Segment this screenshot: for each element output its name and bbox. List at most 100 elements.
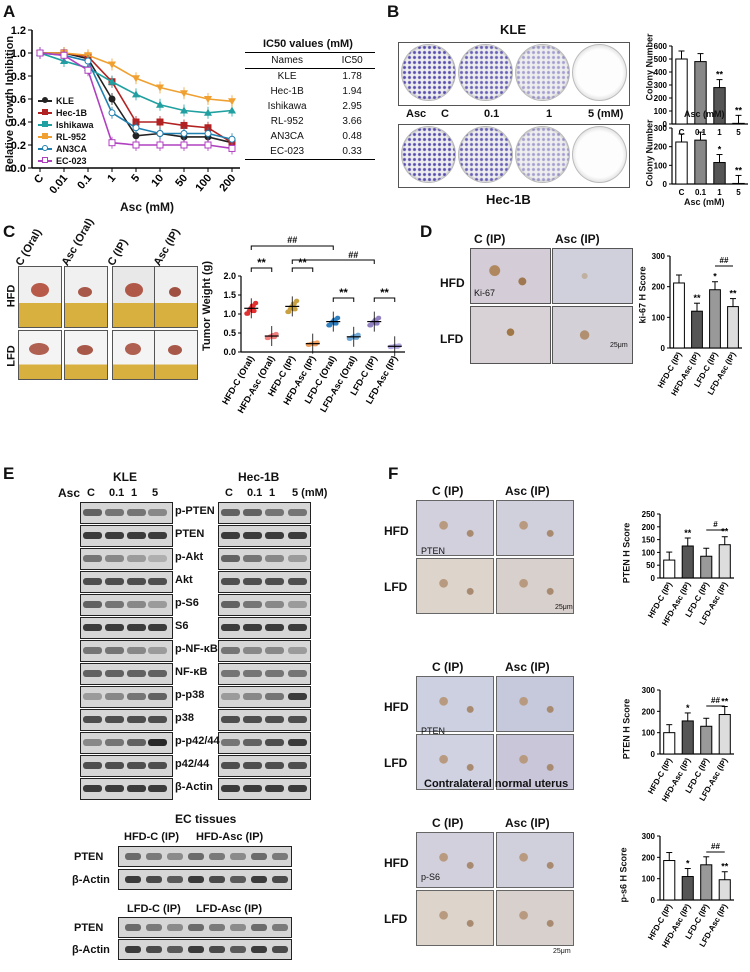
ihc-image xyxy=(416,832,494,888)
significance-label: * xyxy=(686,859,690,869)
legend-marker xyxy=(42,145,48,151)
panel-b-ylabel-1: Colony Number xyxy=(644,33,655,101)
data-point xyxy=(156,141,164,149)
data-point xyxy=(228,106,236,114)
panel-d-ylabel: ki-67 H Score xyxy=(637,266,648,324)
ihc-image xyxy=(416,558,494,614)
blot-band xyxy=(127,785,146,792)
panel-label-f: F xyxy=(388,464,399,483)
panel-c-group-1: Asc (Oral) xyxy=(59,216,97,268)
panel-e-lfd-asc: LFD-Asc (IP) xyxy=(196,903,262,915)
blot-band xyxy=(127,509,146,516)
blot-band xyxy=(167,946,183,953)
blot-band xyxy=(243,578,262,585)
protein-label: β-Actin xyxy=(175,781,213,793)
tumor-photo-hfd-c-oral xyxy=(18,266,62,328)
x-tick-label: 1 xyxy=(717,128,722,137)
panel-e-kle-title: KLE xyxy=(113,470,137,484)
bar xyxy=(709,289,721,349)
blot-band xyxy=(288,601,307,608)
panel-e-hfd-asc: HFD-Asc (IP) xyxy=(196,831,264,843)
blot-band xyxy=(146,946,162,953)
y-tick-label: 200 xyxy=(642,853,656,862)
blot-band xyxy=(288,578,307,585)
legend-label: KLE xyxy=(56,96,74,106)
data-point xyxy=(327,323,332,328)
blot-strip xyxy=(218,755,311,777)
data-point xyxy=(373,321,379,326)
protein-label: p-PTEN xyxy=(175,505,215,517)
y-tick-label: 0.4 xyxy=(11,117,27,129)
ihc-row-label: LFD xyxy=(384,912,408,926)
blot-band xyxy=(265,762,284,769)
panel-d-scale: 25μm xyxy=(610,342,628,349)
y-tick-label: 300 xyxy=(654,81,668,90)
blot-band xyxy=(83,670,102,677)
blot-band xyxy=(105,647,124,654)
y-tick-label: 0 xyxy=(663,180,668,189)
y-tick-label: 0 xyxy=(651,750,656,759)
blot-strip xyxy=(218,663,311,685)
y-tick-label: 0.5 xyxy=(223,328,236,338)
legend-label: Hec-1B xyxy=(56,108,88,118)
blot-band xyxy=(167,853,183,860)
y-tick-label: 200 xyxy=(642,707,656,716)
y-tick-label: 100 xyxy=(642,729,656,738)
lane-label: C xyxy=(87,487,95,499)
ihc-col-label: C (IP) xyxy=(432,484,464,498)
x-tick-label: 0.1 xyxy=(75,172,94,191)
lane-label: 1 xyxy=(269,487,276,499)
data-point xyxy=(286,309,291,315)
ihc-row-label: HFD xyxy=(384,524,409,538)
blot-strip xyxy=(218,571,311,593)
bracket xyxy=(291,267,314,272)
bar xyxy=(700,864,713,901)
bracket xyxy=(250,267,273,272)
blot-band xyxy=(83,785,102,792)
ic50-header-value: IC50 xyxy=(329,52,375,69)
bar xyxy=(675,141,688,185)
ihc-image xyxy=(496,734,574,790)
panel-c-group-2: C (IP) xyxy=(105,237,131,268)
significance-label: ## xyxy=(720,256,729,265)
blot-band xyxy=(125,924,141,931)
blot-band xyxy=(265,670,284,677)
legend-item: Hec-1B xyxy=(38,107,94,119)
ihc-image xyxy=(416,500,494,556)
significance-label: ** xyxy=(716,70,724,80)
y-tick-label: 1.0 xyxy=(11,48,26,60)
blot-band xyxy=(83,532,102,539)
ihc-image-d-hfd-asc xyxy=(552,248,633,304)
data-point xyxy=(156,84,164,92)
cell: 2.95 xyxy=(342,101,362,112)
panel-b-ylabel-2: Colony Number xyxy=(644,119,655,187)
y-tick-label: 200 xyxy=(652,283,666,292)
blot-band xyxy=(105,785,124,792)
blot-band xyxy=(265,693,284,700)
tumor-photo-lfd-asc-oral xyxy=(64,330,108,380)
blot-band xyxy=(125,946,141,953)
blot-band xyxy=(288,693,307,700)
table-row: AN3CA 0.48 xyxy=(245,129,375,144)
tissue-blot-strip xyxy=(118,939,292,960)
blot-band xyxy=(188,876,204,883)
blot-band xyxy=(221,624,240,631)
data-point xyxy=(132,90,140,98)
growth-inhibition-chart: 0.0 0.2 0.4 0.6 0.8 1.0 1.2 C 0.01 0.1 1 5 10 50 100 20… xyxy=(11,25,240,196)
x-tick-label: 1 xyxy=(717,188,722,197)
blot-band xyxy=(265,785,284,792)
blot-band xyxy=(243,693,262,700)
tumor-photo-hfd-asc-oral xyxy=(64,266,108,328)
protein-label: p-p38 xyxy=(175,689,205,701)
blot-band xyxy=(221,601,240,608)
blot-band xyxy=(221,532,240,539)
blot-band xyxy=(251,946,267,953)
blot-band xyxy=(265,647,284,654)
colony-plate xyxy=(572,44,627,101)
panel-d-col-1: Asc (IP) xyxy=(555,232,600,246)
y-tick-label: 100 xyxy=(642,548,656,557)
blot-band xyxy=(146,924,162,931)
bar xyxy=(732,182,745,185)
y-tick-label: 0 xyxy=(663,120,668,129)
